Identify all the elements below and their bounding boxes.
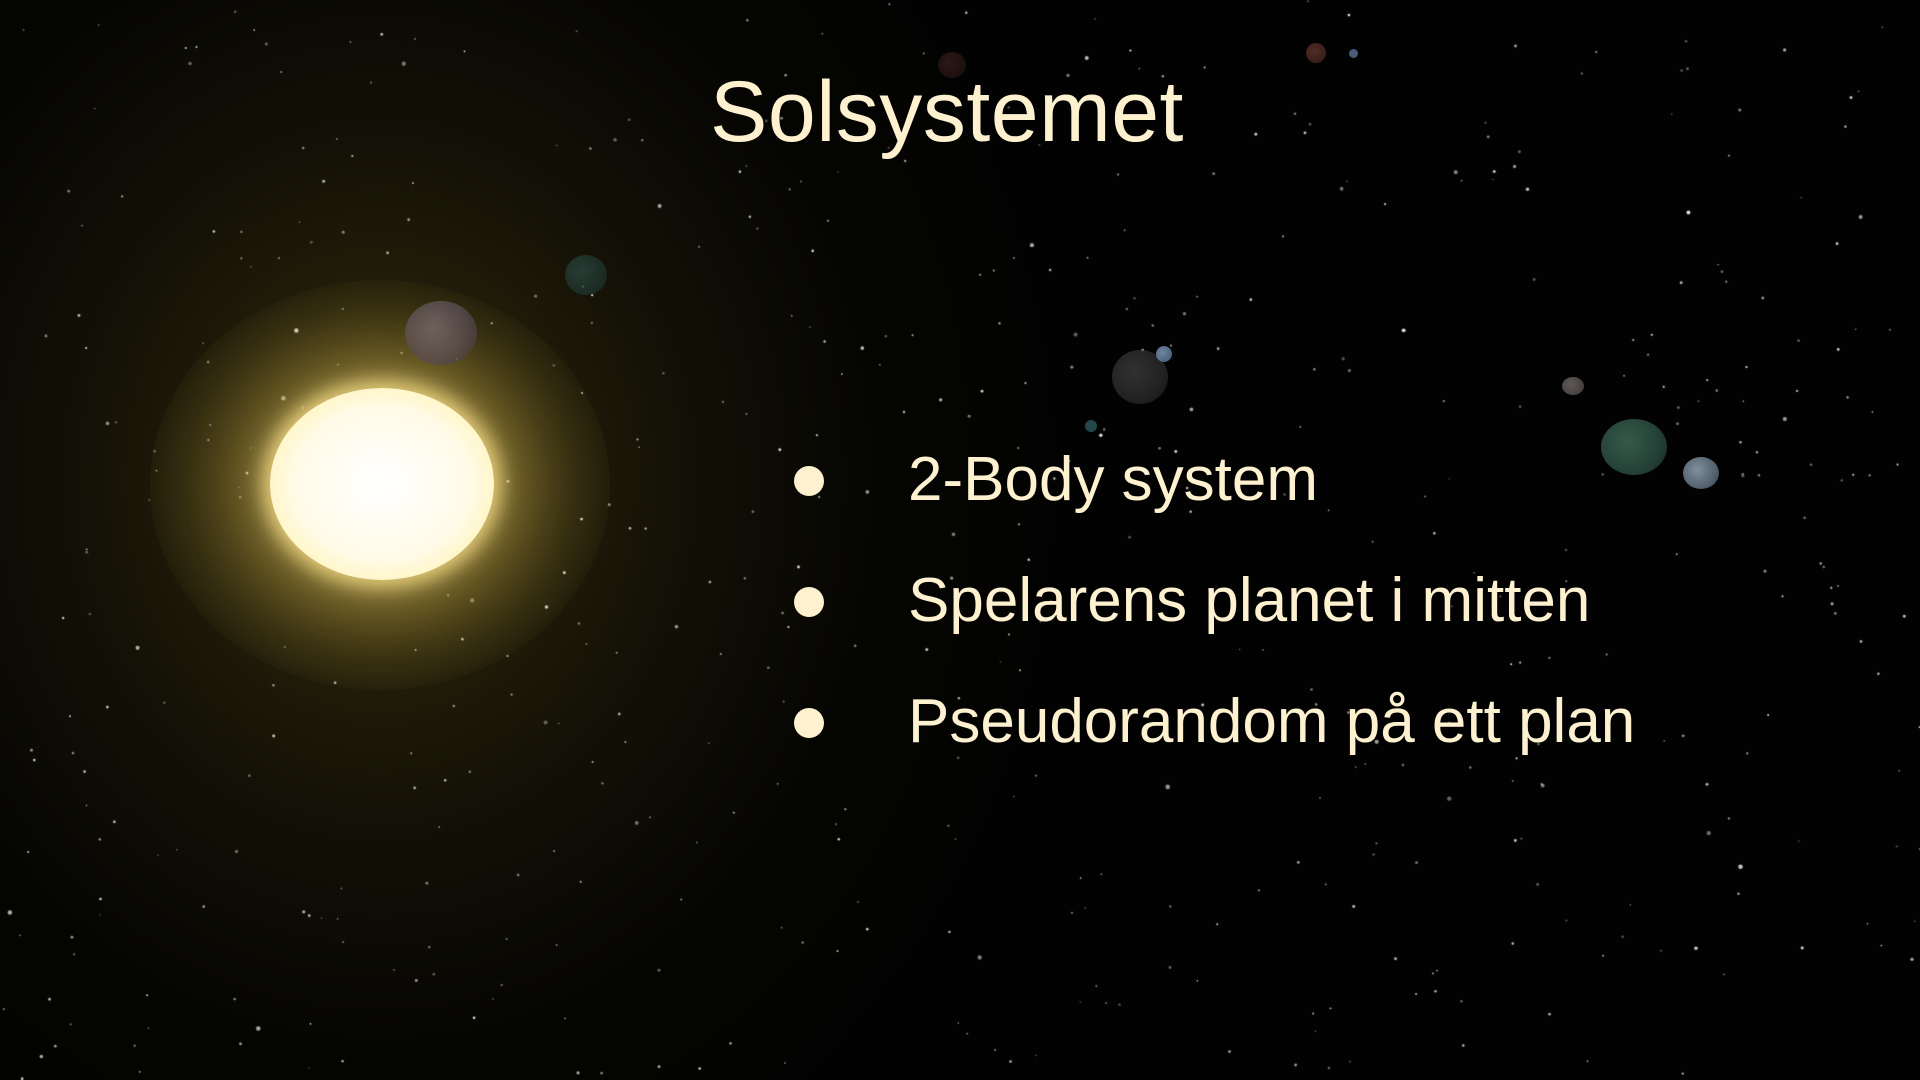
list-item: 2-Body system (790, 440, 1635, 561)
planet-small-blue (1156, 346, 1172, 362)
planet-purple (405, 301, 477, 365)
planet-dark-red (938, 52, 966, 78)
bullet-icon (794, 466, 824, 496)
bullet-text: Pseudorandom på ett plan (908, 687, 1636, 756)
planet-small-red (1306, 43, 1326, 63)
planet-tiny-teal (1085, 420, 1097, 432)
bullet-icon (794, 587, 824, 617)
planet-blue-grey (1683, 457, 1719, 489)
sun (270, 388, 494, 580)
slide-title: Solsystemet (710, 64, 1184, 160)
planet-green (1601, 419, 1667, 475)
bullet-text: 2-Body system (908, 445, 1319, 514)
bullet-icon (794, 708, 824, 738)
bullet-text: Spelarens planet i mitten (908, 566, 1591, 635)
planet-teal-dim (565, 255, 607, 295)
planet-tiny-blue (1349, 49, 1358, 58)
bullet-list: 2-Body system Spelarens planet i mitten … (790, 440, 1635, 803)
planet-small-grey (1562, 377, 1584, 395)
list-item: Pseudorandom på ett plan (790, 682, 1635, 803)
list-item: Spelarens planet i mitten (790, 561, 1635, 682)
